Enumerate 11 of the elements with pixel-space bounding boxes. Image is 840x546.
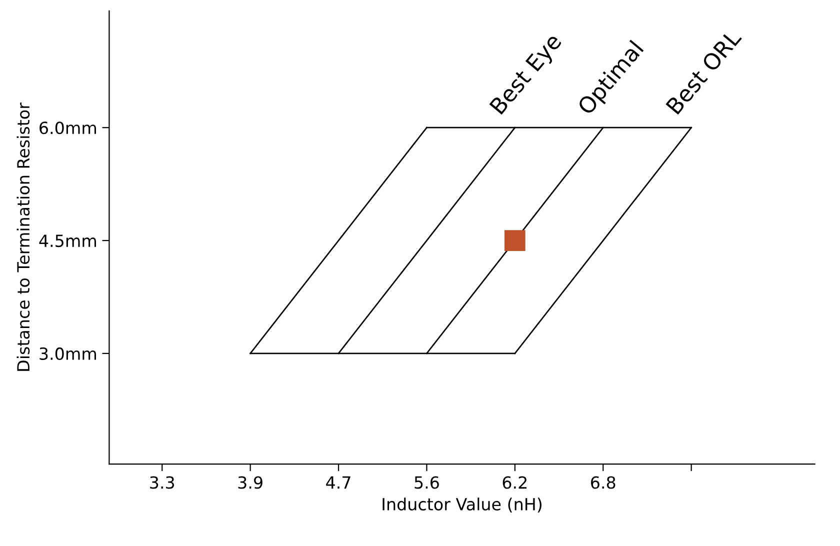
- y-tick-label: 6.0mm: [40, 122, 96, 134]
- x-axis-title: Inductor Value (nH): [382, 498, 542, 512]
- x-tick-label: 4.7: [326, 476, 350, 489]
- y-tick-label: 4.5mm: [39, 234, 96, 248]
- y-axis-title: Distance to Termination Resistor: [16, 102, 30, 371]
- x-tick-label: 5.6: [414, 476, 439, 489]
- x-tick-label: 3.9: [238, 476, 262, 489]
- x-tick-label: 3.3: [150, 476, 174, 489]
- x-tick-label: 6.2: [502, 476, 527, 489]
- x-tick-label: 6.8: [591, 476, 616, 489]
- y-tick-label: 3.0mm: [40, 347, 96, 360]
